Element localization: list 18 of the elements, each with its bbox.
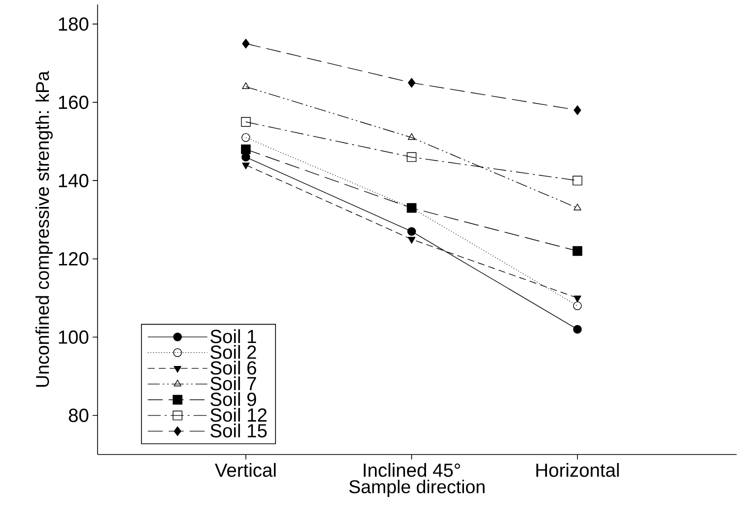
legend-label: Soil 6: [210, 360, 256, 375]
legend-label: Soil 15: [210, 424, 267, 438]
legend-label: Soil 7: [210, 376, 256, 390]
legend-label: Soil 9: [210, 392, 256, 406]
y-tick-label: 100: [58, 330, 88, 344]
y-tick-label: 140: [58, 174, 88, 188]
y-tick-label: 120: [58, 252, 88, 266]
y-axis-title: Unconfined compressive strength: kPa: [35, 70, 53, 387]
x-tick-label: Vertical: [214, 463, 276, 477]
x-tick-label: Inclined 45°: [364, 463, 460, 477]
legend-label: Soil 2: [210, 345, 256, 359]
y-tick-label: 80: [68, 408, 88, 422]
x-tick-label: Horizontal: [536, 463, 619, 477]
legend-label: Soil 1: [210, 329, 256, 344]
x-axis-title: Sample direction: [349, 480, 485, 497]
y-tick-label: 180: [58, 17, 88, 31]
legend-label: Soil 12: [210, 408, 267, 422]
y-tick-label: 160: [58, 96, 88, 110]
